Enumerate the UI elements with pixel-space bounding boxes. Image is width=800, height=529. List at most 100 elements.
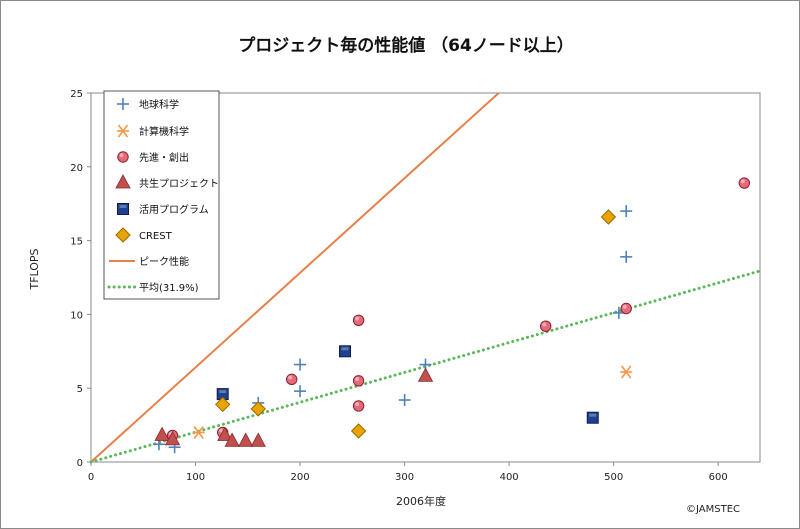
data-point-circle xyxy=(286,373,298,386)
marker-stroke xyxy=(117,124,129,138)
x-tick-label: 300 xyxy=(395,472,414,483)
data-point-circle xyxy=(352,314,365,327)
marker-shape xyxy=(164,431,181,446)
y-axis-title: TFLOPS xyxy=(28,248,41,290)
marker-shape xyxy=(250,432,266,447)
x-axis-ticks: 0 100 200 300 400 500 600 xyxy=(88,462,728,483)
marker-stroke xyxy=(621,365,632,379)
marker-shape xyxy=(352,314,365,327)
legend-label: 先進・創出 xyxy=(139,151,189,164)
data-point-circle xyxy=(352,375,365,387)
data-point-circle xyxy=(738,177,751,189)
data-point-circle xyxy=(620,302,632,315)
x-tick-label: 400 xyxy=(500,472,519,483)
marker-highlight xyxy=(542,322,547,327)
data-point-square xyxy=(586,411,599,424)
marker-shape xyxy=(224,432,240,447)
plot-area xyxy=(90,92,761,463)
data-point-triangle xyxy=(164,431,181,446)
marker-highlight xyxy=(119,205,127,208)
data-point-circle xyxy=(352,400,365,412)
data-point-diamond xyxy=(350,423,367,439)
data-point-diamond xyxy=(600,209,617,225)
x-tick-label: 100 xyxy=(186,472,205,483)
data-point-plus xyxy=(398,394,411,407)
peak-line xyxy=(90,92,500,463)
data-point-triangle xyxy=(224,432,240,447)
legend-marker-square xyxy=(117,203,129,215)
data-point-triangle xyxy=(217,426,233,441)
data-point-circle xyxy=(540,320,552,332)
data-points xyxy=(152,177,751,454)
marker-shape xyxy=(286,373,298,386)
legend-label: CREST xyxy=(139,231,173,242)
marker-highlight xyxy=(589,413,597,417)
data-point-plus xyxy=(620,250,633,263)
data-point-star xyxy=(192,426,205,439)
marker-highlight xyxy=(355,316,360,321)
marker-shape xyxy=(117,151,129,163)
legend-marker-diamond xyxy=(115,227,131,243)
data-point-plus xyxy=(294,385,307,398)
marker-highlight xyxy=(355,377,360,382)
y-tick-label: 0 xyxy=(77,458,83,469)
legend-marker-plus xyxy=(117,98,129,110)
marker-shape xyxy=(250,401,266,417)
data-point-triangle xyxy=(238,432,254,447)
marker-shape xyxy=(540,320,552,332)
marker-shape xyxy=(738,177,751,189)
data-point-diamond xyxy=(250,401,266,417)
y-tick-label: 10 xyxy=(70,310,83,321)
copyright: ©JAMSTEC xyxy=(686,504,740,515)
data-point-square xyxy=(339,345,352,358)
marker-shape xyxy=(115,174,131,189)
marker-shape xyxy=(417,367,434,382)
data-point-triangle xyxy=(154,426,170,441)
marker-highlight xyxy=(355,402,360,407)
data-point-triangle xyxy=(250,432,266,447)
legend-label: ピーク性能 xyxy=(139,255,189,268)
legend-label: 共生プロジェクト xyxy=(139,177,219,190)
y-tick-label: 5 xyxy=(77,384,83,395)
marker-shape xyxy=(115,227,131,243)
x-tick-label: 600 xyxy=(709,472,728,483)
y-tick-label: 20 xyxy=(70,163,83,174)
data-point-star xyxy=(620,365,633,379)
marker-shape xyxy=(352,400,365,412)
marker-stroke xyxy=(193,426,204,439)
legend-label: 活用プログラム xyxy=(139,203,209,216)
y-axis-ticks: 0 5 10 15 20 25 xyxy=(70,89,91,469)
legend-label: 地球科学 xyxy=(139,98,179,111)
data-point-triangle xyxy=(417,367,434,382)
marker-shape xyxy=(350,423,367,439)
legend-label: 平均(31.9%) xyxy=(139,282,199,294)
x-axis-title: 2006年度 xyxy=(396,494,446,508)
marker-shape xyxy=(117,203,129,215)
marker-shape xyxy=(217,426,233,441)
legend-marker-star xyxy=(117,124,129,138)
x-tick-label: 200 xyxy=(291,472,310,483)
marker-shape xyxy=(352,375,365,387)
y-tick-label: 25 xyxy=(70,89,83,100)
marker-shape xyxy=(154,426,170,441)
legend-marker-circle xyxy=(117,151,129,163)
marker-shape xyxy=(339,345,352,358)
marker-highlight xyxy=(119,153,124,158)
legend-label: 計算機科学 xyxy=(139,125,189,138)
data-point-diamond xyxy=(215,396,231,413)
legend-box xyxy=(103,90,220,300)
data-point-plus xyxy=(620,205,633,218)
marker-highlight xyxy=(740,179,745,184)
marker-shape xyxy=(238,432,254,447)
marker-shape xyxy=(215,396,231,413)
legend-marker-triangle xyxy=(115,174,131,189)
x-tick-label: 0 xyxy=(88,472,94,483)
marker-highlight xyxy=(288,375,293,380)
marker-highlight xyxy=(622,304,627,309)
marker-shape xyxy=(586,411,599,424)
marker-shape xyxy=(600,209,617,225)
chart-title: プロジェクト毎の性能値 （64ノード以上） xyxy=(238,35,574,56)
